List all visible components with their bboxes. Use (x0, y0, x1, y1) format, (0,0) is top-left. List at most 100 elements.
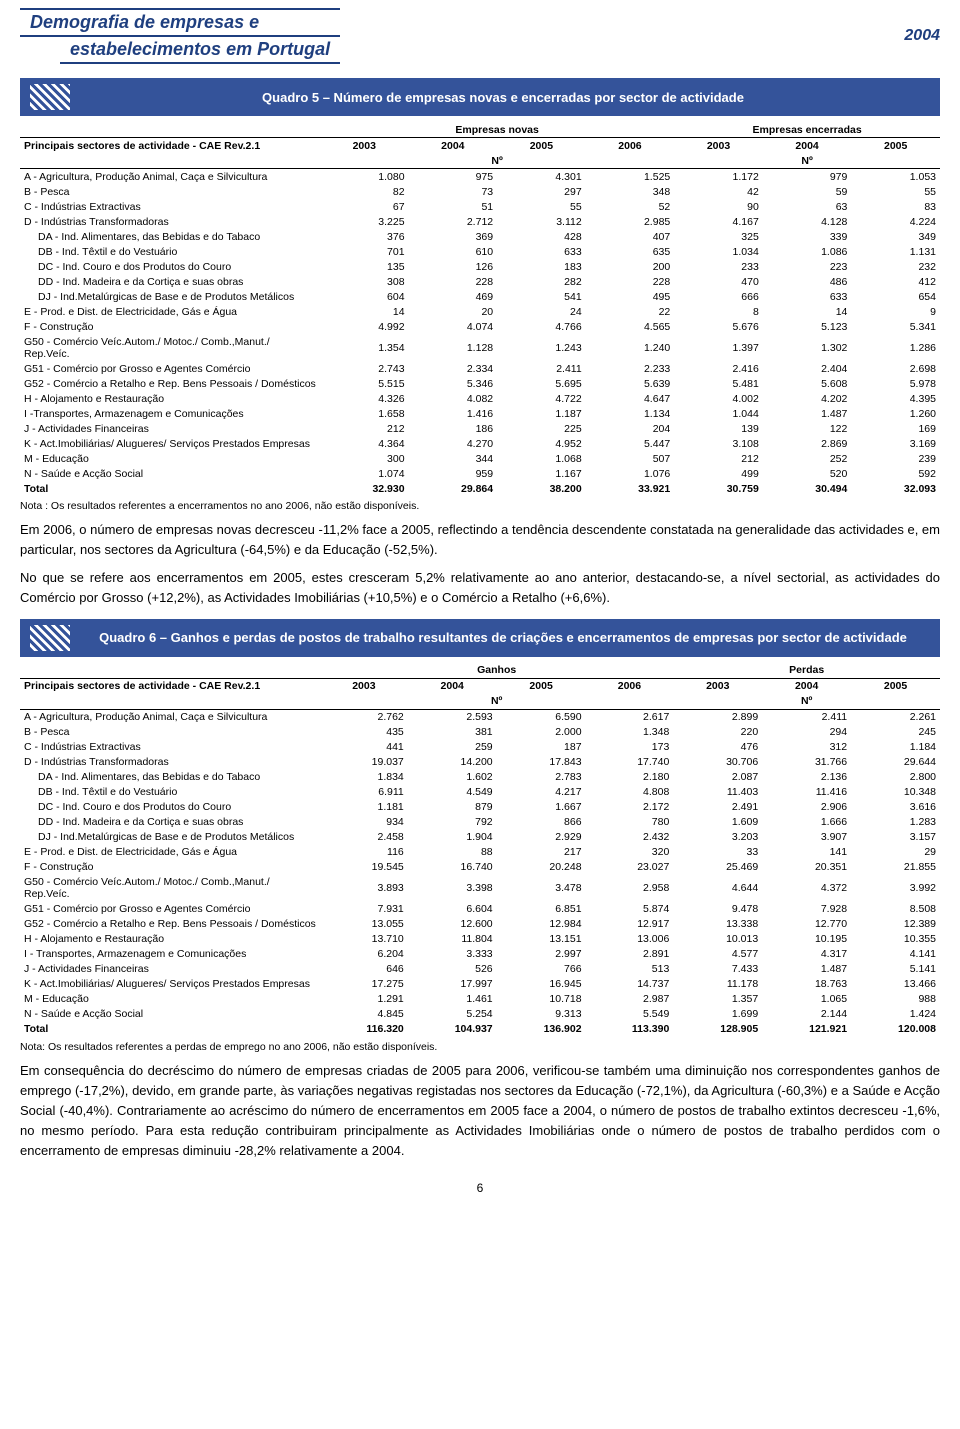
cell-value: 16.740 (408, 860, 497, 875)
cell-value: 1.044 (674, 406, 763, 421)
cell-value: 2.899 (673, 709, 762, 725)
cell-value: 12.770 (762, 917, 851, 932)
table-row: B - Pesca8273297348425955 (20, 184, 940, 199)
cell-value: 1.416 (409, 406, 498, 421)
total-value: 104.937 (408, 1022, 497, 1037)
cell-value: 349 (851, 229, 940, 244)
cell-value: 780 (586, 815, 674, 830)
table-row: G51 - Comércio por Grosso e Agentes Comé… (20, 902, 940, 917)
cell-value: 469 (409, 289, 498, 304)
cell-value: 6.604 (408, 902, 497, 917)
cell-value: 116 (320, 845, 408, 860)
cell-value: 20 (409, 304, 498, 319)
cell-value: 2.743 (320, 361, 409, 376)
cell-value: 6.204 (320, 947, 408, 962)
cell-value: 435 (320, 725, 408, 740)
cell-value: 526 (408, 962, 497, 977)
cell-value: 220 (673, 725, 762, 740)
cell-value: 2.136 (762, 770, 851, 785)
row-label: DJ - Ind.Metalúrgicas de Base e de Produ… (20, 289, 320, 304)
cell-value: 975 (409, 169, 498, 185)
cell-value: 4.766 (497, 319, 586, 334)
total-value: 38.200 (497, 481, 586, 496)
cell-value: 1.667 (497, 800, 586, 815)
paragraph-3: Em consequência do decréscimo do número … (20, 1061, 940, 1162)
quadro5-note: Nota : Os resultados referentes a encerr… (20, 500, 940, 512)
cell-value: 4.372 (762, 875, 851, 902)
cell-value: 33 (673, 845, 762, 860)
cell-value: 2.783 (497, 770, 586, 785)
table-row: D - Indústrias Transformadoras3.2252.712… (20, 214, 940, 229)
table-row: B - Pesca4353812.0001.348220294245 (20, 725, 940, 740)
cell-value: 1.074 (320, 466, 409, 481)
table-row: C - Indústrias Extractivas67515552906383 (20, 199, 940, 214)
cell-value: 4.128 (763, 214, 852, 229)
row-label: DB - Ind. Têxtil e do Vestuário (20, 244, 320, 259)
table-row: G50 - Comércio Veíc.Autom./ Motoc./ Comb… (20, 875, 940, 902)
table-row: C - Indústrias Extractivas44125918717347… (20, 740, 940, 755)
cell-value: 320 (586, 845, 674, 860)
cell-value: 4.082 (409, 391, 498, 406)
cell-value: 376 (320, 229, 409, 244)
cell-value: 55 (497, 199, 586, 214)
cell-value: 2.617 (586, 709, 674, 725)
cell-value: 1.172 (674, 169, 763, 185)
table-row: DA - Ind. Alimentares, das Bebidas e do … (20, 229, 940, 244)
cell-value: 470 (674, 274, 763, 289)
cell-value: 348 (586, 184, 675, 199)
q5-years: Principais sectores de actividade - CAE … (20, 138, 940, 154)
row-label: DD - Ind. Madeira e da Cortiça e suas ob… (20, 815, 320, 830)
cell-value: 9.478 (673, 902, 762, 917)
document-title: Demografia de empresas e estabelecimento… (20, 8, 340, 64)
cell-value: 12.600 (408, 917, 497, 932)
cell-value: 59 (763, 184, 852, 199)
cell-value: 2.261 (851, 709, 940, 725)
cell-value: 3.157 (851, 830, 940, 845)
cell-value: 5.447 (586, 436, 675, 451)
cell-value: 14 (763, 304, 852, 319)
cell-value: 3.907 (762, 830, 851, 845)
cell-value: 1.260 (851, 406, 940, 421)
table-row: DC - Ind. Couro e dos Produtos do Couro1… (20, 259, 940, 274)
cell-value: 135 (320, 259, 409, 274)
cell-value: 17.843 (497, 755, 586, 770)
cell-value: 282 (497, 274, 586, 289)
table-row: J - Actividades Financeiras2121862252041… (20, 421, 940, 436)
cell-value: 1.487 (762, 962, 851, 977)
cell-value: 183 (497, 259, 586, 274)
cell-value: 5.123 (763, 319, 852, 334)
cell-value: 17.275 (320, 977, 408, 992)
cell-value: 42 (674, 184, 763, 199)
cell-value: 1.128 (409, 334, 498, 361)
cell-value: 4.395 (851, 391, 940, 406)
cell-value: 541 (497, 289, 586, 304)
row-label: DC - Ind. Couro e dos Produtos do Couro (20, 259, 320, 274)
cell-value: 1.397 (674, 334, 763, 361)
cell-value: 259 (408, 740, 497, 755)
cell-value: 1.181 (320, 800, 408, 815)
cell-value: 412 (851, 274, 940, 289)
cell-value: 1.904 (408, 830, 497, 845)
total-value: 32.093 (851, 481, 940, 496)
cell-value: 4.992 (320, 319, 409, 334)
cell-value: 988 (851, 992, 940, 1007)
row-label: H - Alojamento e Restauração (20, 932, 320, 947)
table-row: DD - Ind. Madeira e da Cortiça e suas ob… (20, 815, 940, 830)
cell-value: 2.593 (408, 709, 497, 725)
table-row: DJ - Ind.Metalúrgicas de Base e de Produ… (20, 289, 940, 304)
cell-value: 14.737 (586, 977, 674, 992)
q6-group1: Ganhos (320, 663, 673, 679)
row-label: DC - Ind. Couro e dos Produtos do Couro (20, 800, 320, 815)
cell-value: 3.478 (497, 875, 586, 902)
cell-value: 2.987 (586, 992, 674, 1007)
cell-value: 1.167 (497, 466, 586, 481)
cell-value: 11.804 (408, 932, 497, 947)
cell-value: 5.608 (763, 376, 852, 391)
q5-unit1: Nº (320, 153, 674, 169)
cell-value: 2.334 (409, 361, 498, 376)
cell-value: 2.000 (497, 725, 586, 740)
q5-group2: Empresas encerradas (674, 122, 940, 138)
row-label: A - Agricultura, Produção Animal, Caça e… (20, 709, 320, 725)
cell-value: 22 (586, 304, 675, 319)
total-row: Total116.320104.937136.902113.390128.905… (20, 1022, 940, 1037)
